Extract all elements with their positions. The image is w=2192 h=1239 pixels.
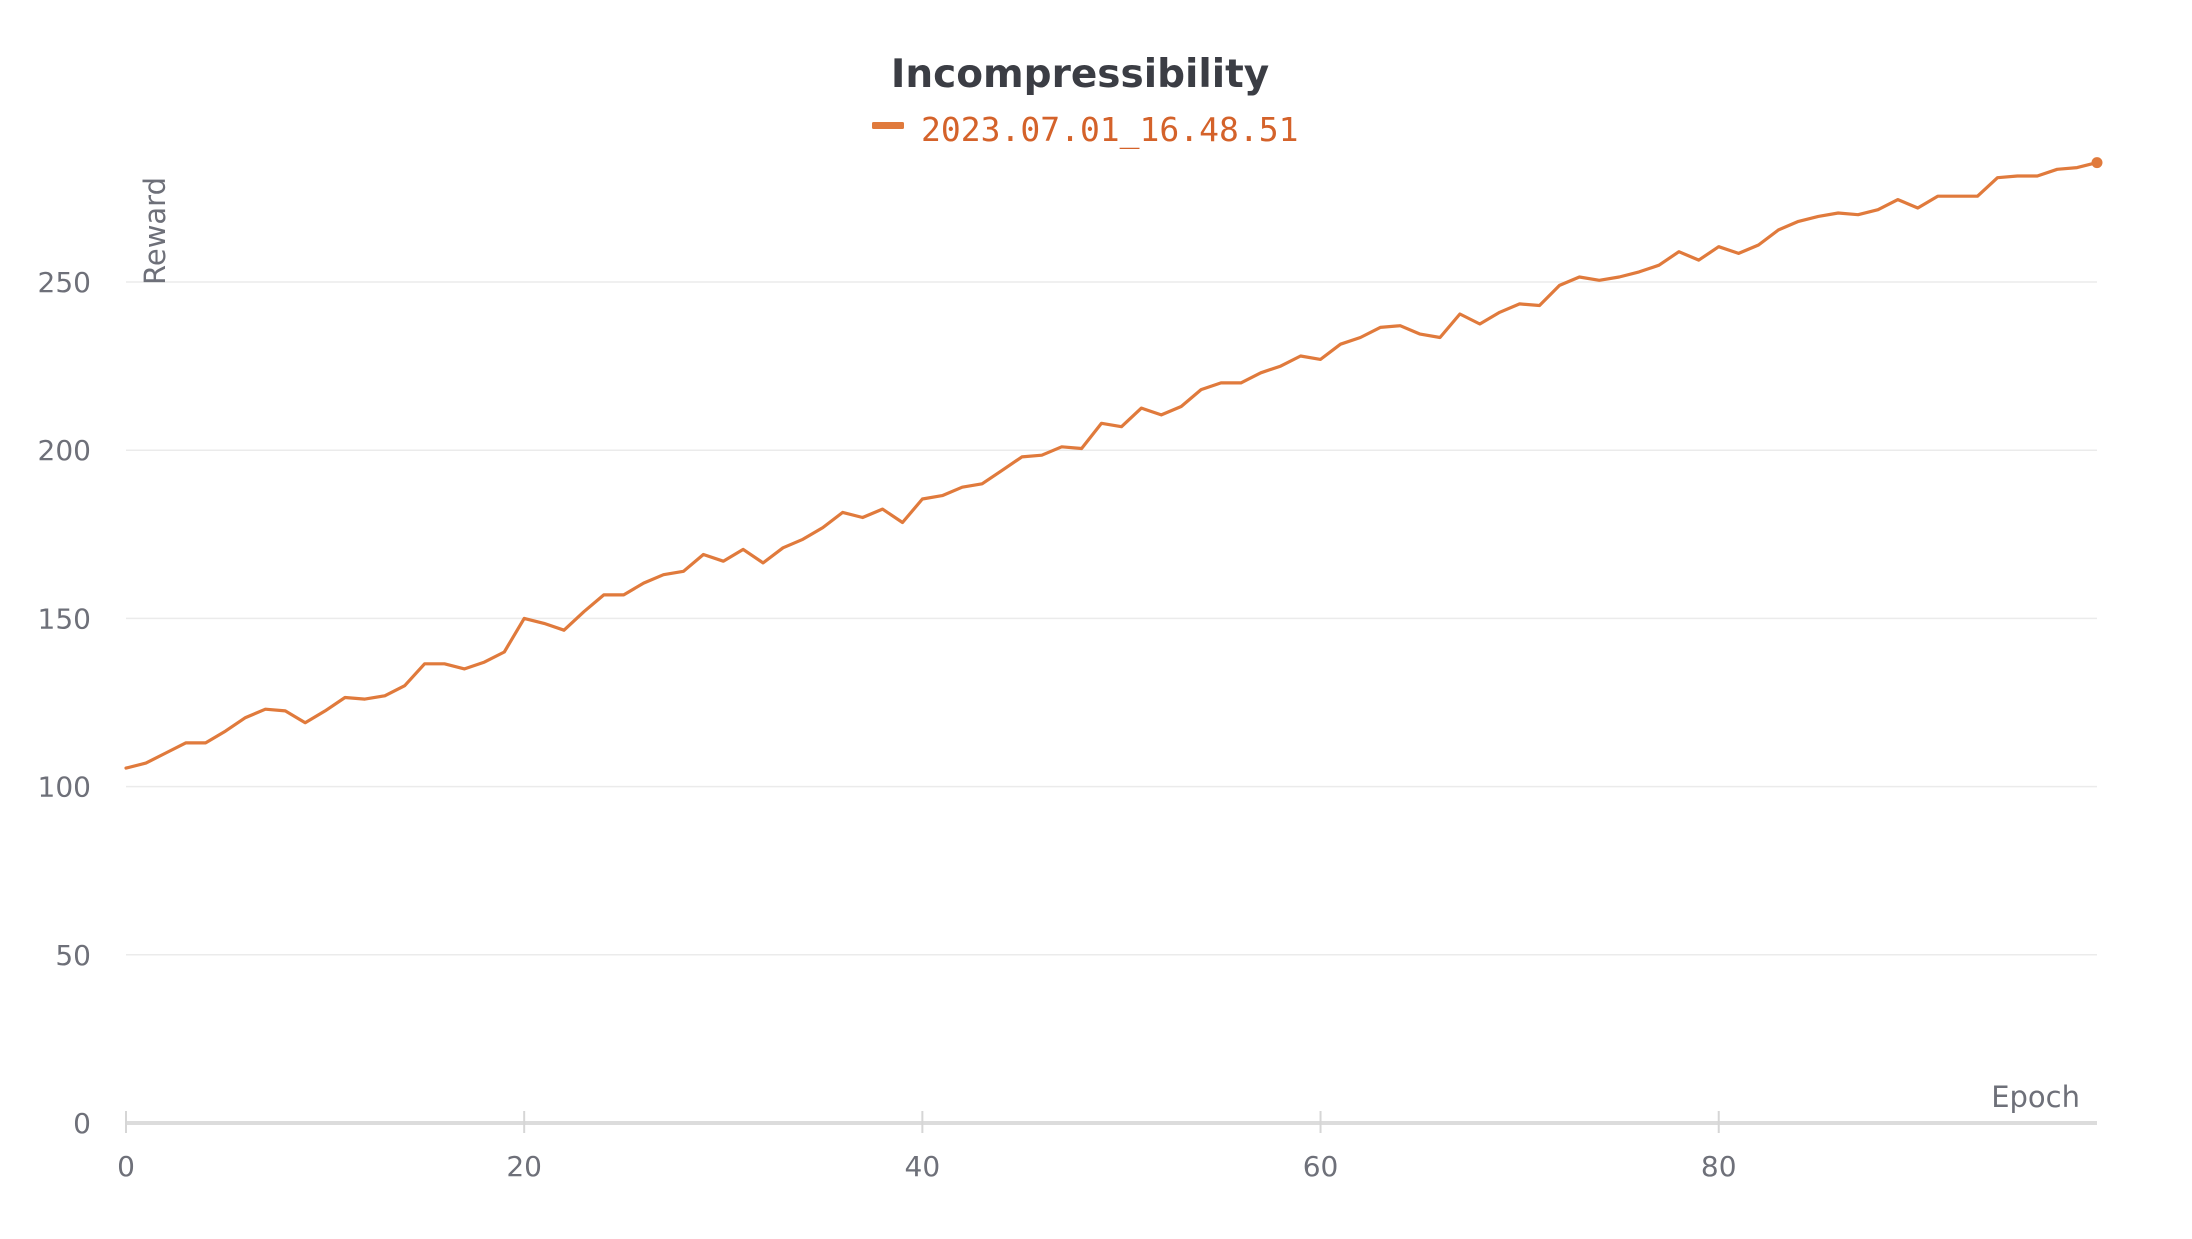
x-tick-label: 20 xyxy=(506,1150,542,1183)
series-end-point[interactable] xyxy=(2091,157,2103,169)
y-tick-label: 150 xyxy=(38,602,91,635)
legend-swatch xyxy=(872,122,904,129)
legend-label: 2023.07.01_16.48.51 xyxy=(921,110,1299,150)
y-axis-label: Reward xyxy=(138,177,172,285)
legend[interactable]: 2023.07.01_16.48.51 xyxy=(872,110,1299,150)
y-tick-label: 250 xyxy=(38,266,91,299)
y-axis-ticks: 0 50 100 150 200 250 xyxy=(38,266,91,1140)
x-tick-label: 40 xyxy=(905,1150,941,1183)
x-tick-label: 0 xyxy=(117,1150,135,1183)
x-axis: 0 20 40 60 80 xyxy=(117,1111,2097,1183)
y-tick-label: 0 xyxy=(73,1107,91,1140)
series-line[interactable] xyxy=(124,161,2099,770)
y-tick-label: 200 xyxy=(38,434,91,467)
y-tick-label: 50 xyxy=(55,939,91,972)
chart-title: Incompressibility xyxy=(891,52,1269,97)
x-tick-label: 80 xyxy=(1701,1150,1737,1183)
x-axis-label: Epoch xyxy=(1991,1080,2080,1114)
grid-lines xyxy=(126,281,2097,956)
x-tick-label: 60 xyxy=(1303,1150,1339,1183)
y-tick-label: 100 xyxy=(38,771,91,804)
